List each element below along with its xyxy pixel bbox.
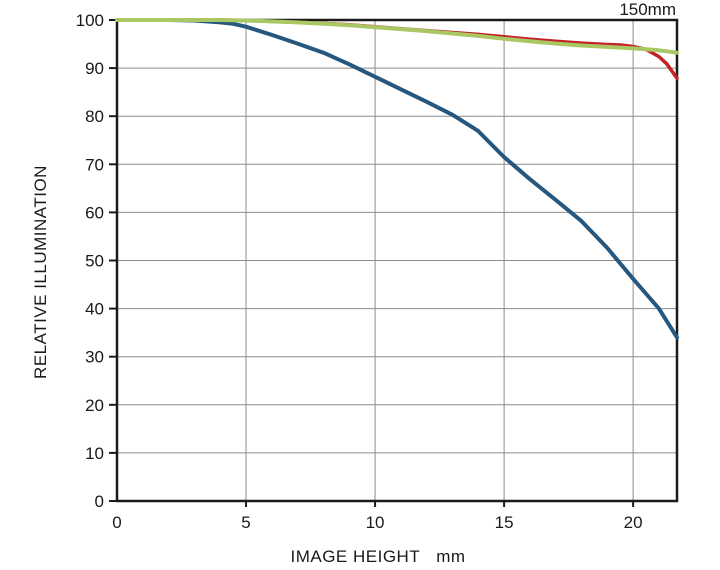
curve-layer xyxy=(115,18,679,340)
y-tick-label: 10 xyxy=(85,444,104,463)
x-tick-label: 20 xyxy=(624,513,643,532)
tick-label-layer: 0 10 20 30 40 50 60 70 80 90 100 0 5 10 15 20 xyxy=(76,11,643,532)
y-tick-label: 30 xyxy=(85,348,104,367)
x-axis-title: IMAGE HEIGHT mm xyxy=(290,547,465,566)
y-tick-label: 60 xyxy=(85,203,104,222)
frame-layer xyxy=(109,18,679,507)
y-tick-label: 0 xyxy=(95,492,104,511)
grid-layer xyxy=(117,20,677,501)
plot-border xyxy=(115,18,679,503)
y-tick-label: 90 xyxy=(85,59,104,78)
x-axis-unit: mm xyxy=(436,547,465,566)
y-tick-label: 80 xyxy=(85,107,104,126)
y-axis-title: RELATIVE ILLUMINATION xyxy=(31,165,50,379)
curve-stopped-down-green xyxy=(115,18,679,55)
focal-length-label: 150mm xyxy=(619,0,676,19)
x-tick-label: 5 xyxy=(241,513,250,532)
x-axis-title-text: IMAGE HEIGHT xyxy=(290,547,420,566)
y-tick-label: 40 xyxy=(85,300,104,319)
y-tick-label: 20 xyxy=(85,396,104,415)
text-layer: 150mm RELATIVE ILLUMINATION IMAGE HEIGHT… xyxy=(31,0,676,566)
y-tick-label: 100 xyxy=(76,11,104,30)
x-tick-label: 10 xyxy=(366,513,385,532)
x-tick-label: 0 xyxy=(112,513,121,532)
curve-wide-open-blue xyxy=(115,18,679,340)
y-tick-label: 50 xyxy=(85,252,104,271)
y-tick-label: 70 xyxy=(85,155,104,174)
x-tick-label: 15 xyxy=(495,513,514,532)
